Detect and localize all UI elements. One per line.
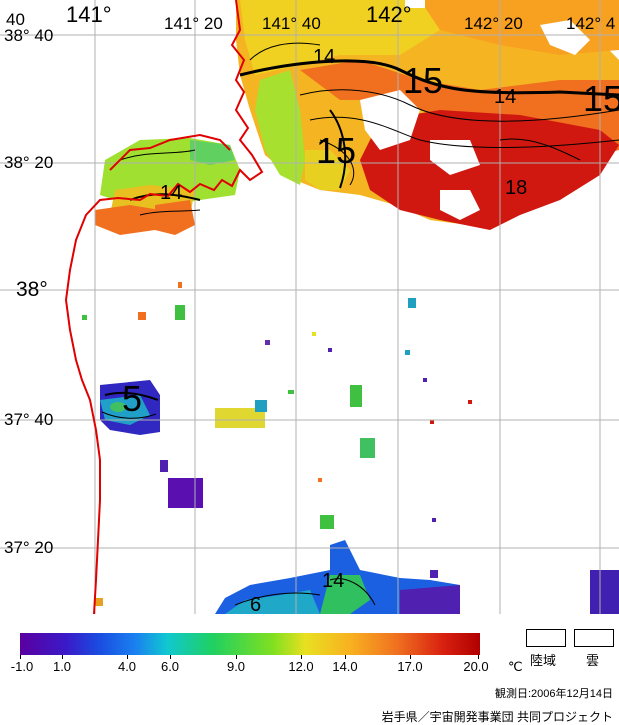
lat-label-38: 38° (16, 278, 48, 301)
contour-label: 5 (122, 378, 143, 419)
colorbar-tick-label: 14.0 (332, 659, 358, 674)
observation-date: 観測日:2006年12月14日 (495, 688, 613, 700)
lat-label-37-20: 37° 20 (4, 538, 54, 557)
colorbar-tick (345, 655, 346, 659)
lon-label-edge: 40 (6, 10, 25, 29)
colorbar-tick-label: 6.0 (160, 659, 180, 674)
lon-label-142-40: 142° 4 (566, 14, 616, 33)
contour-label: 14 (160, 182, 183, 204)
land-swatch (526, 629, 566, 647)
lon-label-141-20: 141° 20 (164, 14, 223, 33)
lat-label-37-40: 37° 40 (4, 410, 54, 429)
credit-line: 岩手県／宇宙開発事業団 共同プロジェクト (381, 710, 613, 724)
colorbar-tick (170, 655, 171, 659)
sst-warm-region (236, 0, 619, 230)
contour-label: 14 (313, 46, 336, 68)
colorbar-tick (478, 655, 479, 659)
colorbar-tick-label: -1.0 (10, 659, 34, 674)
isotherm-lines (101, 42, 619, 606)
colorbar-tick-label: 17.0 (397, 659, 423, 674)
lon-label-142-20: 142° 20 (464, 14, 523, 33)
colorbar-tick-label: 12.0 (288, 659, 314, 674)
sst-scatter-pixels (82, 282, 472, 606)
lon-label-141: 141° (66, 2, 112, 27)
colorbar-tick (410, 655, 411, 659)
temperature-colorbar (20, 633, 480, 655)
lat-label-38-40: 38° 40 (4, 26, 54, 45)
coastline (64, 0, 264, 614)
contour-label: 15 (403, 60, 444, 101)
colorbar-tick (62, 655, 63, 659)
temperature-unit: ℃ (508, 659, 523, 674)
colorbar-tick-label: 1.0 (52, 659, 72, 674)
colorbar-tick-label: 4.0 (117, 659, 137, 674)
contour-label: 15 (583, 78, 619, 119)
colorbar-tick-label: 20.0 (463, 659, 489, 674)
cloud-swatch (574, 629, 614, 647)
colorbar-tick (301, 655, 302, 659)
sst-coastal-region (95, 138, 240, 235)
contour-label: 14 (322, 570, 345, 592)
lat-label-38-20: 38° 20 (4, 153, 54, 172)
contour-label: 6 (250, 594, 262, 616)
colorbar-tick (127, 655, 128, 659)
colorbar-tick (20, 655, 21, 659)
graticule (0, 0, 619, 614)
contour-label: 14 (494, 86, 517, 108)
sst-map (0, 0, 619, 614)
colorbar-tick (236, 655, 237, 659)
contour-label: 15 (316, 130, 357, 171)
land-label: 陸域 (530, 653, 557, 668)
cloud-label: 雲 (586, 653, 600, 668)
lon-label-142: 142° (366, 2, 412, 27)
contour-label: 18 (505, 177, 528, 199)
lon-label-141-40: 141° 40 (262, 14, 321, 33)
colorbar-tick-label: 9.0 (226, 659, 246, 674)
